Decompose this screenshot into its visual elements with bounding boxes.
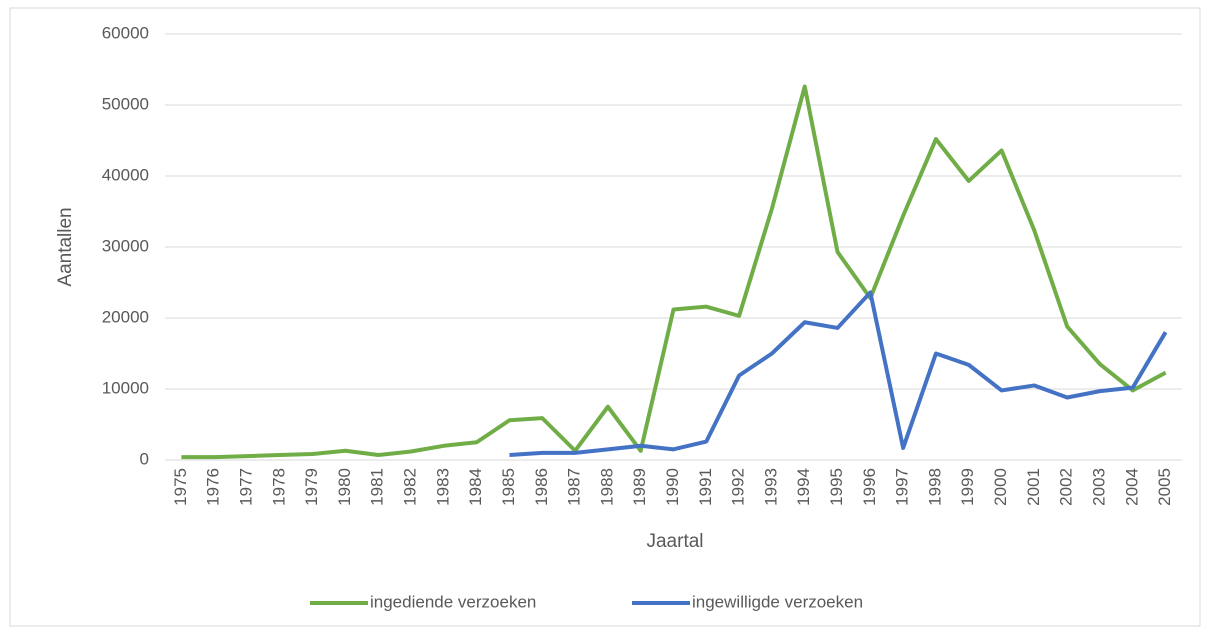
y-tick-label: 30000 — [102, 236, 149, 255]
x-tick-label: 1980 — [335, 468, 354, 506]
x-tick-label: 1976 — [204, 468, 223, 506]
x-tick-label: 1975 — [171, 468, 190, 506]
legend-label: ingewilligde verzoeken — [692, 592, 863, 611]
legend-label: ingediende verzoeken — [370, 592, 536, 611]
x-tick-label: 1992 — [729, 468, 748, 506]
x-tick-label: 1995 — [827, 468, 846, 506]
y-tick-label: 40000 — [102, 165, 149, 184]
x-tick-label: 2004 — [1122, 468, 1141, 506]
x-tick-label: 1987 — [565, 468, 584, 506]
x-tick-label: 1982 — [401, 468, 420, 506]
x-tick-label: 1991 — [696, 468, 715, 506]
x-tick-label: 1989 — [630, 468, 649, 506]
y-tick-label: 60000 — [102, 23, 149, 42]
x-tick-label: 1990 — [663, 468, 682, 506]
y-tick-label: 10000 — [102, 378, 149, 397]
x-tick-label: 1994 — [794, 468, 813, 506]
x-tick-label: 1979 — [302, 468, 321, 506]
x-tick-label: 1983 — [433, 468, 452, 506]
x-tick-label: 2005 — [1155, 468, 1174, 506]
x-tick-label: 1984 — [466, 468, 485, 506]
y-axis-label: Aantallen — [55, 207, 76, 286]
x-tick-label: 1977 — [237, 468, 256, 506]
x-tick-label: 2000 — [991, 468, 1010, 506]
x-tick-label: 1981 — [368, 468, 387, 506]
x-tick-label: 1996 — [860, 468, 879, 506]
x-tick-label: 1985 — [499, 468, 518, 506]
y-tick-label: 20000 — [102, 307, 149, 326]
x-tick-label: 1999 — [958, 468, 977, 506]
series-line — [509, 290, 1168, 458]
x-tick-label: 2003 — [1089, 468, 1108, 506]
x-axis-label: Jaartal — [646, 531, 703, 552]
x-tick-label: 1997 — [893, 468, 912, 506]
x-tick-label: 1998 — [925, 468, 944, 506]
y-tick-label: 50000 — [102, 94, 149, 113]
series-line — [181, 84, 1167, 460]
x-tick-label: 1993 — [761, 468, 780, 506]
x-tick-label: 1986 — [532, 468, 551, 506]
x-tick-label: 2002 — [1057, 468, 1076, 506]
y-tick-label: 0 — [140, 449, 149, 468]
chart-border — [9, 7, 1201, 627]
x-tick-label: 2001 — [1024, 468, 1043, 506]
x-tick-label: 1978 — [269, 468, 288, 506]
x-tick-label: 1988 — [597, 468, 616, 506]
